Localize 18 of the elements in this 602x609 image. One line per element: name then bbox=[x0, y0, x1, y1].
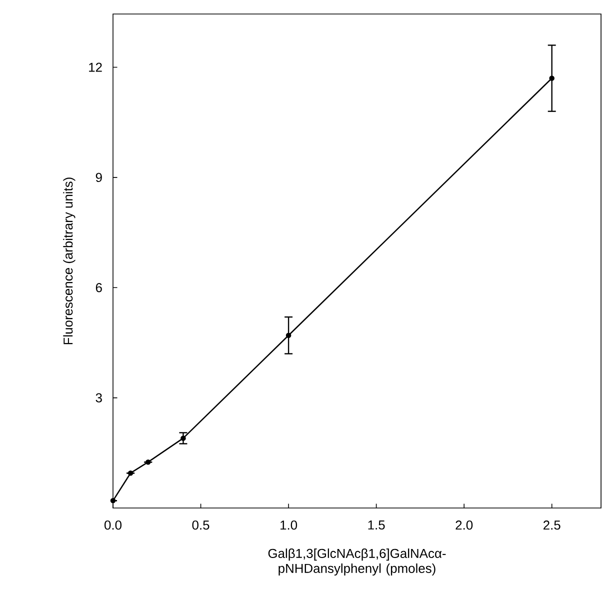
point bbox=[286, 332, 292, 338]
point bbox=[180, 436, 186, 441]
x-tick-label: 0.0 bbox=[104, 520, 122, 530]
point bbox=[110, 498, 116, 504]
x-tick-label: 2.5 bbox=[544, 520, 560, 530]
point bbox=[145, 459, 151, 465]
point bbox=[128, 470, 134, 476]
y-axis-title: Fluorescence (arbitrary units) bbox=[63, 178, 76, 344]
point bbox=[549, 76, 554, 81]
x-axis-title: Galβ1,3[GlcNAcβ1,6]GalNAcα-pNHDansylphenyl (pmoles) bbox=[268, 548, 446, 576]
x-tick-label: 1.0 bbox=[280, 520, 298, 530]
y-tick-label: 9 bbox=[96, 172, 102, 182]
y-tick-label: 12 bbox=[89, 62, 102, 72]
x-tick-label: 2.0 bbox=[456, 520, 473, 530]
x-tick-label: 0.5 bbox=[192, 520, 210, 530]
y-tick-label: 3 bbox=[96, 393, 102, 402]
x-tick-label: 1.5 bbox=[368, 520, 385, 530]
y-tick-label: 6 bbox=[96, 283, 102, 292]
